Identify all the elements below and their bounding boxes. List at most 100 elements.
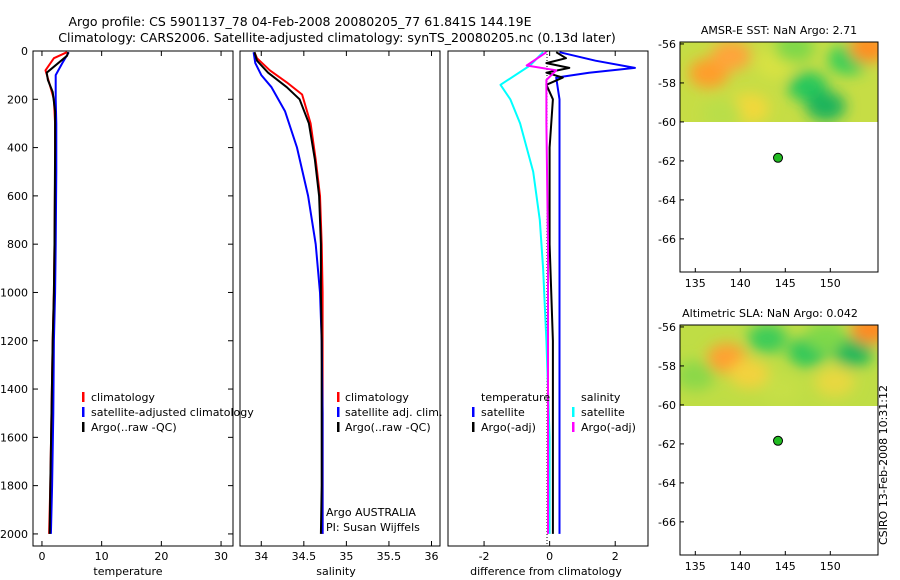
y-tick-label: 2000	[0, 528, 28, 541]
series-line-salinity-argo-adj	[525, 51, 558, 534]
legend-header-temperature: temperature	[481, 391, 550, 404]
difference-plot-lines	[499, 51, 636, 534]
x-tick-label: 0	[546, 550, 553, 563]
series-line-argo-raw-qc	[253, 51, 323, 534]
difference-xlabel: difference from climatology	[470, 565, 622, 578]
legend-swatch-temp-argo	[472, 422, 475, 432]
series-line-satellite-adj-clim	[252, 52, 324, 534]
heatmap-patch	[814, 366, 855, 397]
difference-legend: temperature satellite Argo(-adj) salinit…	[472, 391, 636, 434]
x-tick-label: 140	[730, 277, 751, 290]
figure-title-line2: Climatology: CARS2006. Satellite-adjuste…	[58, 30, 615, 45]
sst-map-xticks: 135 140 145 150	[685, 268, 841, 290]
y-tick-label: -60	[658, 399, 676, 412]
legend-label-argo: Argo(..raw -QC)	[345, 421, 431, 434]
heatmap-patch	[805, 91, 846, 122]
salinity-xlabel: salinity	[316, 565, 356, 578]
temperature-yticks: 0 200 400 600 800 1000 1200 1400 1600 1800 2000	[0, 45, 233, 541]
sst-map-frame	[679, 41, 879, 273]
sla-map-title: Altimetric SLA: NaN Argo: 0.042	[682, 307, 858, 320]
temperature-axes-frame	[32, 50, 234, 547]
argo-float-marker	[773, 152, 784, 163]
temperature-legend: climatology satellite-adjusted climatolo…	[82, 391, 254, 434]
argo-float-marker	[773, 435, 784, 446]
legend-swatch-satellite	[337, 407, 340, 417]
x-tick-label: 0	[38, 550, 45, 563]
heatmap-patch	[850, 325, 878, 344]
heatmap-patch	[805, 325, 846, 352]
legend-label-sal-argo: Argo(-adj)	[581, 421, 636, 434]
legend-label-sal-satellite: satellite	[581, 406, 625, 419]
legend-label-satellite: satellite adj. clim.	[345, 406, 442, 419]
series-line-argo-raw-qc	[45, 51, 70, 534]
salinity-plot-lines	[252, 51, 324, 534]
legend-swatch-climatology	[337, 392, 340, 402]
legend-swatch-temp-satellite	[472, 407, 475, 417]
sla-heatmap	[680, 325, 878, 406]
y-tick-label: 400	[7, 142, 28, 155]
heatmap-patch	[774, 42, 815, 63]
x-tick-label: 34	[254, 550, 268, 563]
legend-label-temp-satellite: satellite	[481, 406, 525, 419]
legend-swatch-sal-satellite	[572, 407, 575, 417]
y-tick-label: 200	[7, 93, 28, 106]
difference-axes-frame	[447, 50, 649, 547]
legend-header-salinity: salinity	[581, 391, 621, 404]
sst-heatmap-patches	[688, 42, 878, 122]
sla-map-frame	[679, 324, 879, 556]
y-tick-label: -56	[658, 321, 676, 334]
legend-swatch-climatology	[82, 392, 85, 402]
legend-label-temp-argo: Argo(-adj)	[481, 421, 536, 434]
legend-label-satellite-adjusted: satellite-adjusted climatology	[91, 406, 254, 419]
y-tick-label: 1800	[0, 480, 28, 493]
y-tick-label: -64	[658, 194, 676, 207]
y-tick-label: 1400	[0, 383, 28, 396]
legend-label-argo: Argo(..raw -QC)	[91, 421, 177, 434]
x-tick-label: 35	[339, 550, 353, 563]
y-tick-label: -58	[658, 360, 676, 373]
temperature-xlabel: temperature	[93, 565, 162, 578]
salinity-xticks: 34 34.5 35 35.5 36	[254, 51, 438, 563]
sla-map-yticks: -56 -58 -60 -62 -64 -66	[658, 321, 684, 529]
sst-heatmap	[680, 42, 878, 122]
legend-swatch-satellite-adjusted	[82, 407, 85, 417]
sla-heatmap-patches	[680, 325, 878, 405]
heatmap-patch	[760, 374, 801, 405]
salinity-legend: climatology satellite adj. clim. Argo(..…	[337, 391, 442, 434]
y-tick-label: -66	[658, 233, 676, 246]
heatmap-patch	[729, 358, 770, 389]
heatmap-patch	[849, 42, 878, 63]
pi-annotation: PI: Susan Wijffels	[326, 521, 420, 534]
y-tick-label: 1000	[0, 286, 28, 299]
sla-map-xticks: 135 140 145 150	[685, 551, 841, 573]
x-tick-label: 34.5	[292, 550, 317, 563]
y-tick-label: -64	[658, 477, 676, 490]
y-tick-label: -58	[658, 77, 676, 90]
heatmap-patch	[711, 42, 752, 71]
x-tick-label: -2	[479, 550, 490, 563]
legend-swatch-sal-argo	[572, 422, 575, 432]
csiro-timestamp: CSIRO 13-Feb-2008 10:31:12	[877, 385, 890, 545]
legend-label-climatology: climatology	[345, 391, 409, 404]
y-tick-label: 1200	[0, 335, 28, 348]
x-tick-label: 36	[424, 550, 438, 563]
heatmap-patch	[747, 325, 788, 354]
x-tick-label: 145	[775, 560, 796, 573]
y-tick-label: -62	[658, 438, 676, 451]
salinity-axes-frame	[239, 50, 441, 547]
x-tick-label: 135	[685, 277, 706, 290]
x-tick-label: 35.5	[377, 550, 402, 563]
y-tick-label: -66	[658, 516, 676, 529]
sla-map-panel: Altimetric SLA: NaN Argo: 0.042 -56 -58 -6…	[658, 307, 879, 573]
series-line-temperature-satellite	[555, 51, 636, 534]
y-tick-label: 1600	[0, 431, 28, 444]
x-tick-label: 150	[820, 277, 841, 290]
x-tick-label: 20	[154, 550, 168, 563]
legend-swatch-argo	[337, 422, 340, 432]
x-tick-label: 140	[730, 560, 751, 573]
sst-map-panel: AMSR-E SST: NaN Argo: 2.71 -56-58-60-62-…	[658, 24, 879, 290]
series-line-salinity-satellite	[499, 51, 551, 534]
y-tick-label: 800	[7, 238, 28, 251]
x-tick-label: 2	[612, 550, 619, 563]
y-tick-label: 0	[21, 45, 28, 58]
